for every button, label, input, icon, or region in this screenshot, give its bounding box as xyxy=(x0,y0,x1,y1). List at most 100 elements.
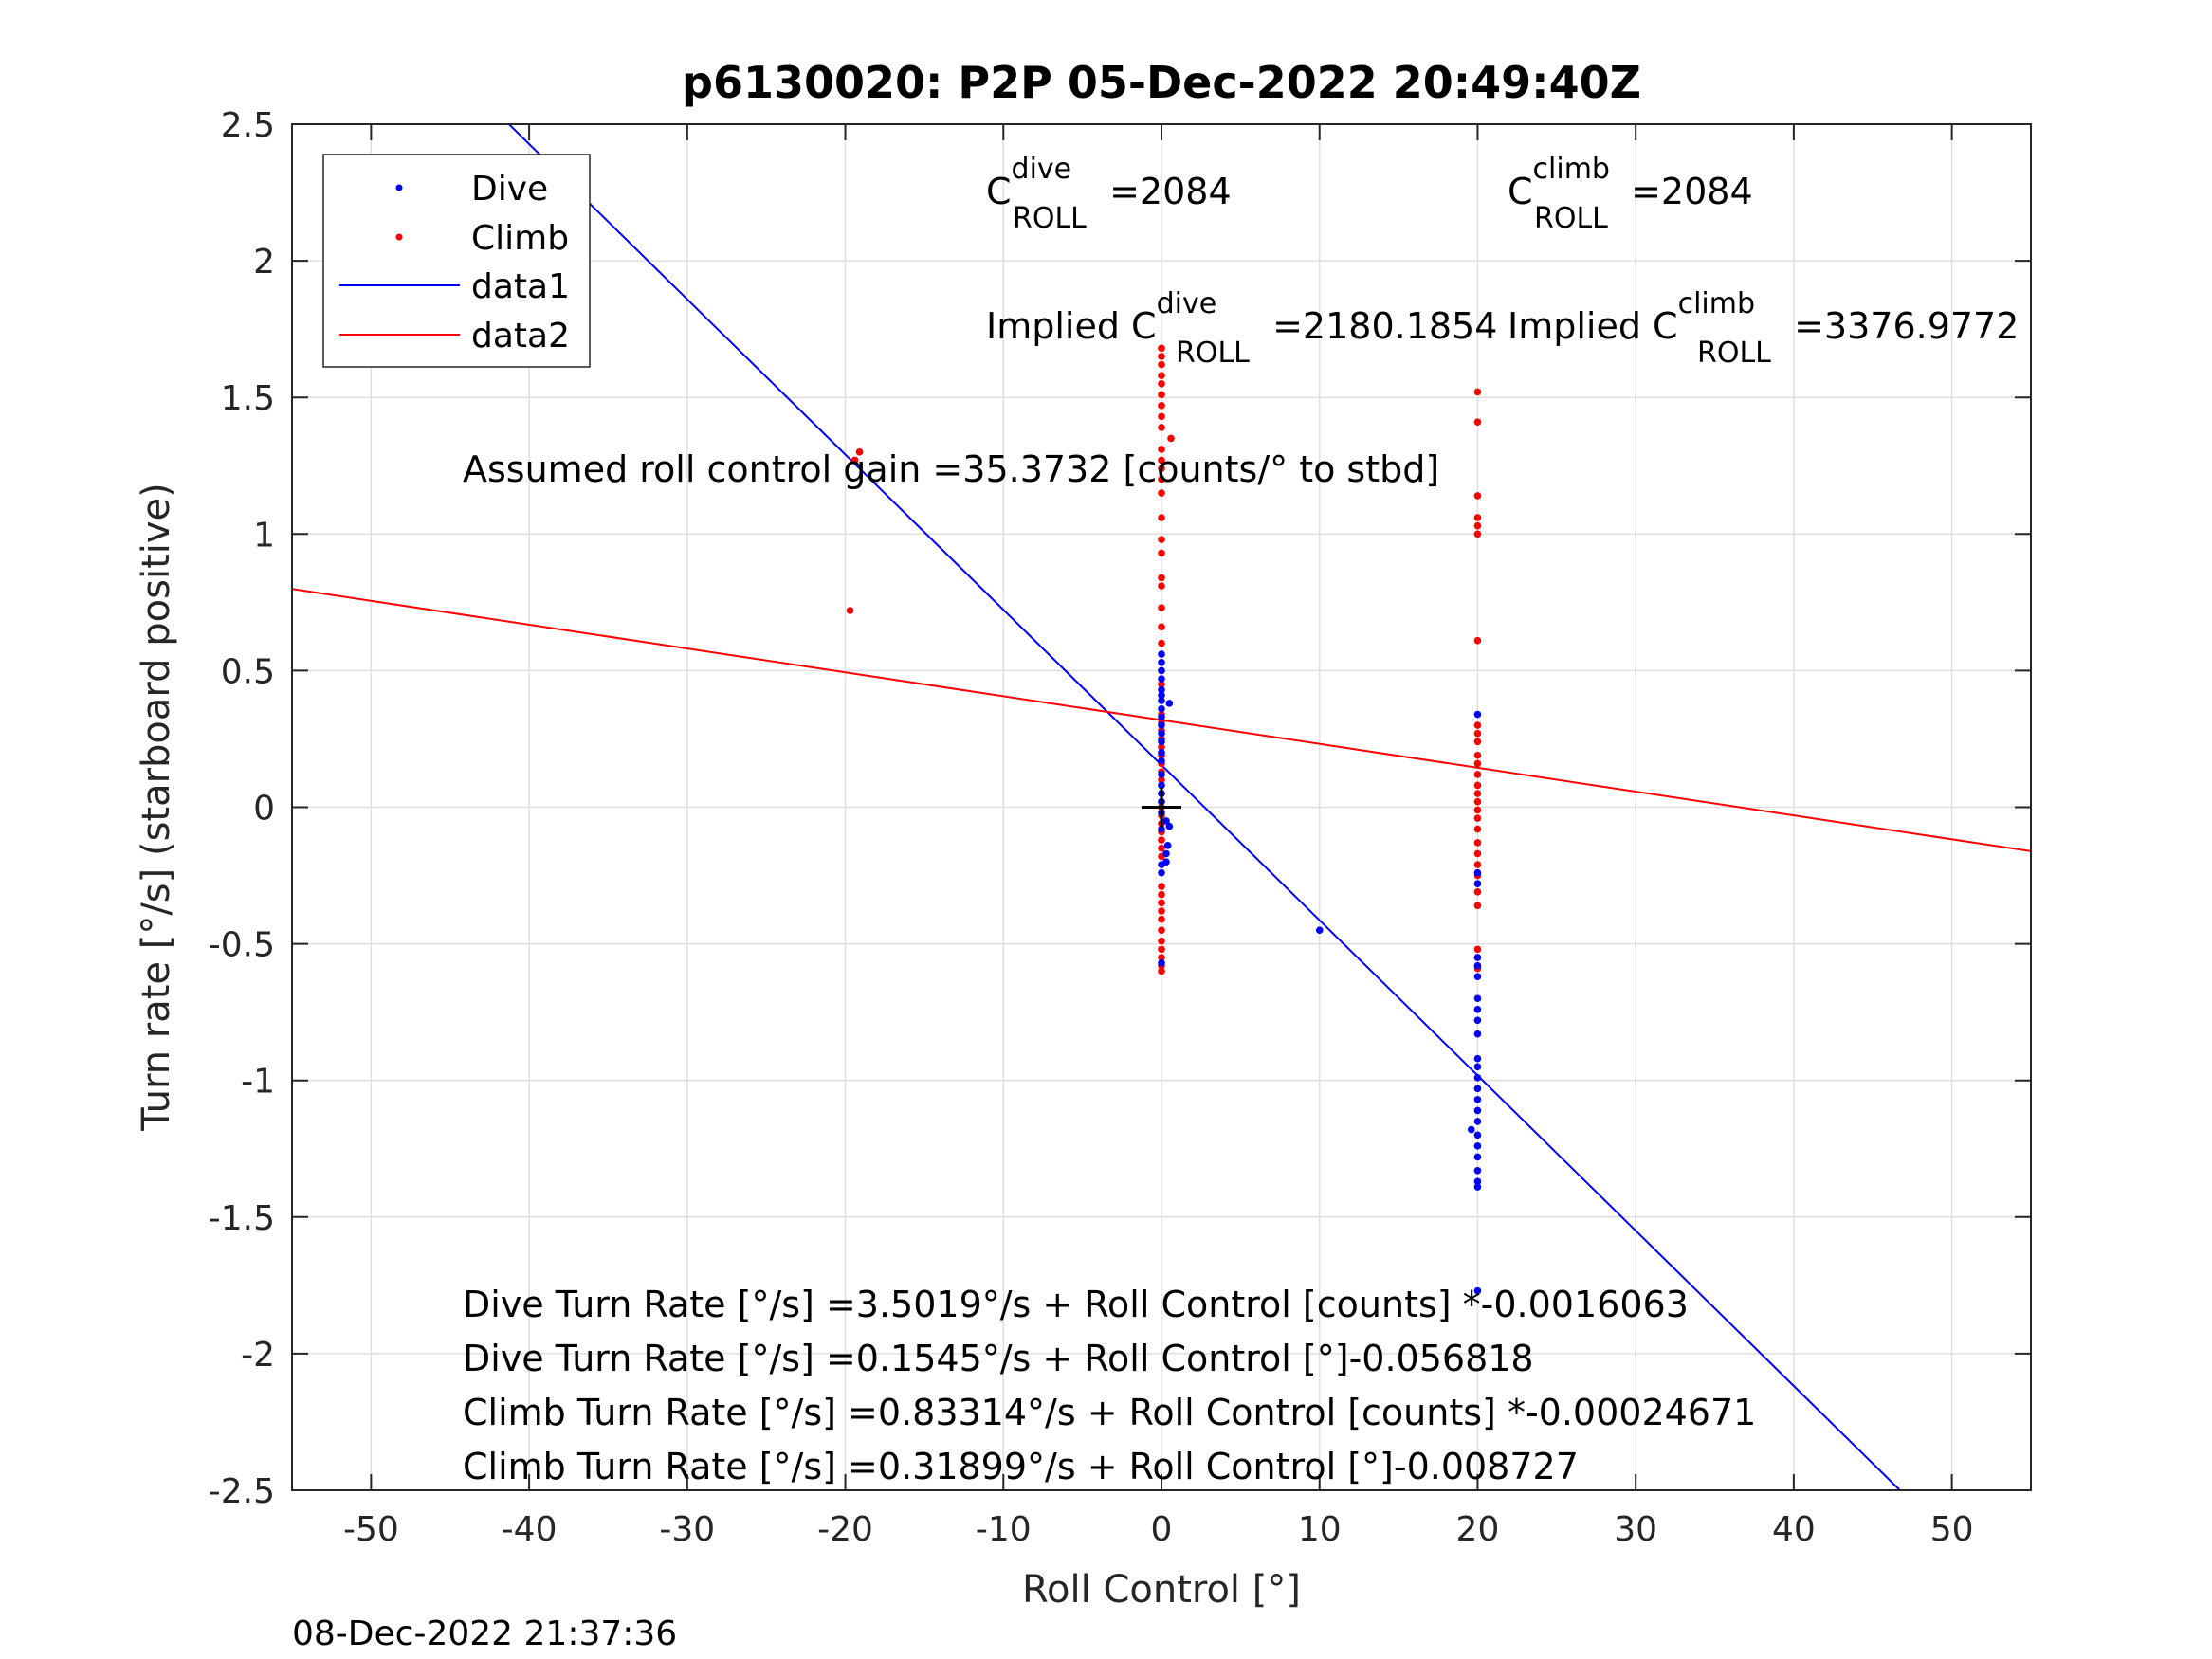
data-point-climb xyxy=(1158,945,1165,954)
x-tick-label: -30 xyxy=(659,1510,715,1549)
data-point-dive xyxy=(1158,697,1165,704)
data-point-climb xyxy=(1158,844,1165,852)
chart-title: p6130020: P2P 05-Dec-2022 20:49:40Z xyxy=(682,57,1641,108)
data-point-dive xyxy=(1473,1063,1482,1071)
data-point-climb xyxy=(1473,888,1482,896)
implied-dive-sub: ROLL xyxy=(1176,337,1250,370)
data-point-dive xyxy=(1473,1142,1482,1150)
data-point-climb xyxy=(1473,721,1482,729)
y-tick-label: -0.5 xyxy=(209,926,275,965)
equation-climb-counts: Climb Turn Rate [°/s] =0.83314°/s + Roll… xyxy=(463,1392,1756,1433)
data-point-dive xyxy=(1162,849,1170,858)
implied-climb-value: =3376.9772 xyxy=(1782,305,2019,347)
x-tick-label: 40 xyxy=(1772,1510,1816,1549)
legend-label-data1: data1 xyxy=(471,267,570,306)
data-point-climb xyxy=(1158,379,1165,388)
equation-dive-degrees: Dive Turn Rate [°/s] =0.1545°/s + Roll C… xyxy=(463,1338,1534,1379)
y-tick-label: 2 xyxy=(253,243,275,282)
data-point-dive xyxy=(1158,825,1165,833)
x-tick-label: -50 xyxy=(343,1510,399,1549)
data-point-climb xyxy=(1473,388,1482,396)
data-point-climb xyxy=(1158,604,1165,611)
tick-marks xyxy=(292,123,2031,1491)
c-roll-dive-base: C xyxy=(986,171,1012,212)
data-point-climb xyxy=(1158,775,1165,784)
implied-dive-prefix: Implied C xyxy=(986,305,1157,347)
legend-label-dive: Dive xyxy=(471,170,548,209)
c-roll-climb-sub: ROLL xyxy=(1534,202,1608,235)
c-roll-dive-value: =2084 xyxy=(1098,171,1232,212)
data-point-dive xyxy=(1473,1286,1482,1295)
implied-dive-sup: dive xyxy=(1157,287,1217,320)
y-tick-label: 0 xyxy=(253,790,275,829)
legend-label-data2: data2 xyxy=(471,317,570,356)
data-point-dive xyxy=(1158,704,1165,713)
data-point-climb xyxy=(1158,424,1165,431)
equation-dive-counts: Dive Turn Rate [°/s] =3.5019°/s + Roll C… xyxy=(463,1284,1689,1325)
data-point-dive xyxy=(1473,1118,1482,1125)
data-point-climb xyxy=(1158,412,1165,421)
data-point-climb xyxy=(1473,514,1482,521)
data-point-dive xyxy=(1158,650,1165,658)
data-point-climb xyxy=(1158,514,1165,521)
data-point-dive xyxy=(1473,1153,1482,1161)
c-roll-climb-base: C xyxy=(1508,171,1533,212)
data-point-dive xyxy=(1473,1167,1482,1175)
c-roll-dive-annotation: Cdive ROLL =2084 xyxy=(986,153,1232,235)
data-point-dive xyxy=(1467,1125,1475,1134)
data-point-dive xyxy=(1473,1131,1482,1139)
data-point-dive xyxy=(1165,822,1174,830)
c-roll-climb-sup: climb xyxy=(1533,153,1610,186)
data-point-dive xyxy=(1158,868,1165,877)
legend: Dive Climb data1 data2 xyxy=(322,154,591,368)
y-tick-label: -1 xyxy=(241,1063,275,1102)
data-point-climb xyxy=(850,456,859,465)
data-point-climb xyxy=(1158,372,1165,379)
data-point-dive xyxy=(1473,710,1482,719)
data-point-climb xyxy=(1158,489,1165,497)
data-point-climb xyxy=(855,448,864,456)
data-point-climb xyxy=(1473,492,1482,500)
data-point-climb xyxy=(1473,636,1482,645)
data-point-climb xyxy=(1158,391,1165,399)
data-point-climb xyxy=(1158,967,1165,975)
data-point-climb xyxy=(1473,806,1482,814)
legend-marker-climb xyxy=(395,233,403,241)
c-roll-dive-sup: dive xyxy=(1012,153,1072,186)
data-point-dive xyxy=(1158,685,1165,694)
y-tick-label: 1 xyxy=(253,516,275,555)
data-point-climb xyxy=(1158,475,1165,483)
data-point-climb xyxy=(1473,825,1482,833)
data-point-climb xyxy=(1158,639,1165,647)
data-point-climb xyxy=(1473,797,1482,806)
legend-box xyxy=(322,154,591,368)
data-point-climb xyxy=(1158,402,1165,410)
x-tick-label: 0 xyxy=(1151,1510,1173,1549)
data-point-dive xyxy=(1165,700,1174,707)
data-point-climb xyxy=(1473,751,1482,759)
data-point-dive xyxy=(1473,1005,1482,1013)
data-point-climb xyxy=(1158,446,1165,453)
data-point-climb xyxy=(1158,549,1165,557)
origin-marker xyxy=(1142,787,1181,828)
y-tick-label: 1.5 xyxy=(221,379,275,418)
x-tick-label: 20 xyxy=(1456,1510,1500,1549)
equation-climb-degrees: Climb Turn Rate [°/s] =0.31899°/s + Roll… xyxy=(463,1446,1579,1487)
data-point-dive xyxy=(1158,729,1165,738)
data-point-climb xyxy=(1158,360,1165,369)
data-point-climb xyxy=(1158,623,1165,631)
data-point-dive xyxy=(1473,994,1482,1003)
y-tick-label: -2.5 xyxy=(209,1472,275,1511)
implied-climb-sub: ROLL xyxy=(1697,337,1771,370)
data-point-climb xyxy=(1158,743,1165,751)
x-tick-label: 50 xyxy=(1930,1510,1974,1549)
y-tick-label: -1.5 xyxy=(209,1199,275,1238)
x-tick-label: -40 xyxy=(502,1510,558,1549)
data-point-climb xyxy=(1158,937,1165,945)
timestamp: 08-Dec-2022 21:37:36 xyxy=(292,1614,677,1653)
data-point-dive xyxy=(1473,868,1482,877)
data-point-dive xyxy=(1163,842,1172,849)
implied-climb-prefix: Implied C xyxy=(1508,305,1678,347)
x-axis-label: Roll Control [°] xyxy=(1022,1568,1301,1612)
